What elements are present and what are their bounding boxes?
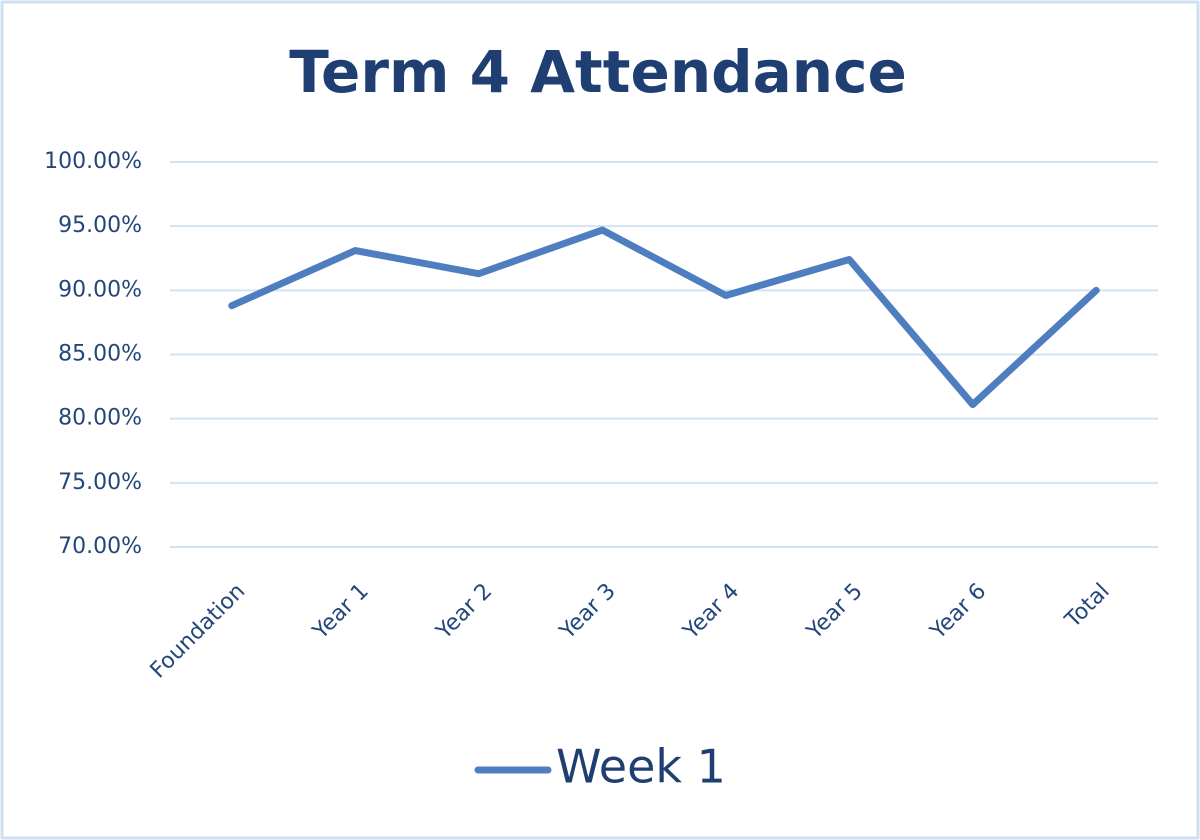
data-line [228, 226, 1100, 409]
y-tick-label: 75.00% [58, 470, 142, 495]
y-tick-label: 80.00% [58, 406, 142, 431]
y-tick-label: 95.00% [58, 213, 142, 238]
y-tick-label: 70.00% [58, 534, 142, 559]
chart-title: Term 4 Attendance [289, 38, 907, 106]
y-tick-label: 90.00% [58, 277, 142, 302]
y-tick-label: 85.00% [58, 342, 142, 367]
legend-label: Week 1 [556, 740, 726, 794]
y-tick-label: 100.00% [44, 149, 142, 174]
